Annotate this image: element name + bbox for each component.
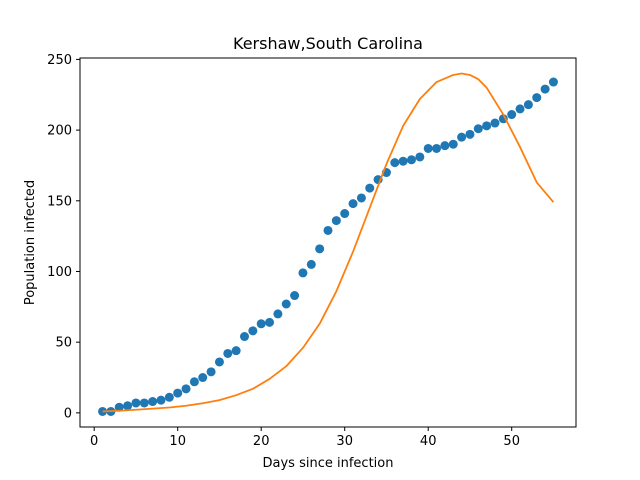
y-tick-label: 100	[47, 265, 72, 280]
data-point	[265, 317, 275, 327]
data-point	[164, 392, 174, 402]
data-point	[214, 357, 224, 367]
data-point	[398, 156, 408, 166]
data-point	[181, 384, 191, 394]
data-point	[156, 395, 166, 405]
data-point	[432, 143, 442, 153]
data-point	[482, 121, 492, 131]
data-point	[231, 346, 241, 356]
series-layer	[98, 72, 558, 416]
data-point	[148, 397, 158, 407]
y-tick-label: 200	[47, 124, 72, 139]
x-tick-label: 50	[503, 434, 520, 449]
x-tick-label: 0	[90, 434, 98, 449]
data-point	[356, 193, 366, 203]
data-point	[281, 299, 291, 309]
data-point	[498, 114, 508, 124]
y-axis: 0 50 100 150 200 250	[47, 53, 80, 421]
data-point	[131, 398, 141, 408]
data-point	[273, 309, 283, 319]
data-point	[206, 367, 216, 377]
data-point	[440, 141, 450, 151]
data-point	[306, 259, 316, 269]
data-point	[256, 319, 266, 329]
data-point	[173, 388, 183, 398]
data-point	[473, 124, 483, 134]
data-point	[365, 183, 375, 193]
x-axis: 0 10 20 30 40 50	[90, 427, 520, 449]
data-point	[139, 398, 149, 408]
data-point	[123, 401, 133, 411]
data-point	[532, 93, 542, 103]
x-tick-label: 40	[420, 434, 437, 449]
data-point	[548, 77, 558, 87]
data-point	[390, 158, 400, 168]
x-axis-label: Days since infection	[263, 456, 394, 471]
model-curve	[102, 72, 555, 413]
data-point	[465, 129, 475, 139]
x-tick-label: 30	[336, 434, 353, 449]
data-point	[198, 373, 208, 383]
x-tick-label: 10	[169, 434, 186, 449]
data-point	[331, 216, 341, 226]
data-point	[490, 118, 500, 128]
y-tick-label: 0	[64, 406, 72, 421]
data-point	[448, 139, 458, 149]
data-point	[415, 152, 425, 162]
data-point	[457, 132, 467, 142]
data-point	[248, 326, 258, 336]
data-point	[348, 199, 358, 209]
x-tick-label: 20	[253, 434, 270, 449]
data-point	[223, 348, 233, 358]
y-tick-label: 250	[47, 53, 72, 68]
y-tick-label: 50	[55, 336, 72, 351]
plot-area	[79, 57, 577, 428]
data-point	[323, 225, 333, 235]
y-tick-label: 150	[47, 194, 72, 209]
data-point	[523, 100, 533, 110]
data-point	[540, 84, 550, 94]
data-point	[240, 332, 249, 342]
data-point	[423, 143, 433, 153]
data-point	[407, 155, 416, 165]
data-point	[507, 110, 517, 120]
data-point	[340, 209, 350, 219]
data-point	[114, 402, 124, 412]
data-point	[515, 104, 525, 114]
data-point	[189, 377, 199, 387]
data-point	[298, 268, 308, 278]
data-point	[315, 244, 325, 254]
chart-title: Kershaw,South Carolina	[233, 34, 423, 53]
y-axis-label: Population infected	[23, 180, 38, 305]
data-point	[290, 291, 300, 301]
